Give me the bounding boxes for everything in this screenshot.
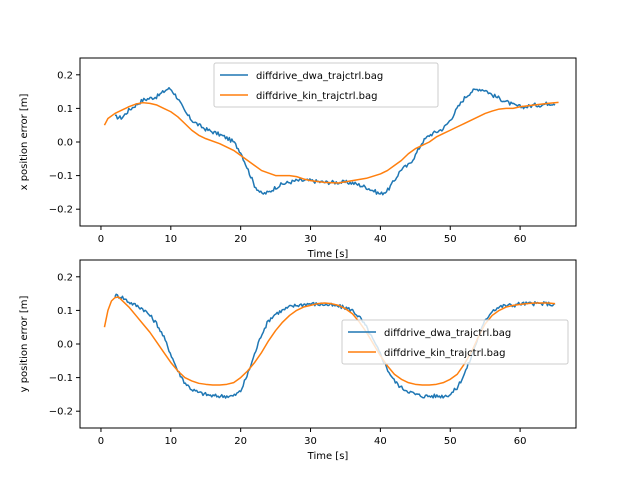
panel-2-legend-label-2: diffdrive_kin_trajctrl.bag — [384, 348, 505, 359]
panel-1-x-tick-label: 40 — [374, 234, 387, 245]
panel-1-x-tick-label: 20 — [234, 234, 247, 245]
panel-1-legend-label-2: diffdrive_kin_trajctrl.bag — [256, 91, 377, 102]
panel-1-series-line-2 — [103, 101, 559, 184]
panel-1-x-tick-label: 0 — [98, 234, 104, 245]
panel-2-y-tick-label: 0.0 — [57, 340, 73, 351]
panel-2-legend — [341, 319, 569, 365]
panel-2-x-tick-label: 30 — [304, 436, 317, 447]
panel-1-y-tick-label: −0.1 — [49, 171, 73, 182]
panel-2-x-tick-label: 50 — [444, 436, 457, 447]
panel-2-x-axis-label: Time [s] — [307, 451, 349, 462]
panel-2-y-tick-label: 0.2 — [57, 272, 73, 283]
panel-1-x-tick-label: 30 — [304, 234, 317, 245]
panel-1-y-tick-label: 0.0 — [57, 138, 73, 149]
panel-2-x-tick-label: 60 — [514, 436, 527, 447]
panel-1-y-tick-label: 0.1 — [57, 104, 73, 115]
panel-2-x-tick-label: 40 — [374, 436, 387, 447]
panel-2-y-tick-label: −0.2 — [49, 407, 73, 418]
panel-2-x-tick-label: 0 — [98, 436, 104, 447]
panel-2-y-tick-label: 0.1 — [57, 306, 73, 317]
panel-1-x-tick-label: 10 — [164, 234, 177, 245]
panel-2-x-tick-label: 10 — [164, 436, 177, 447]
panel-1-y-tick-label: −0.2 — [49, 205, 73, 216]
panel-1-series-line-1 — [114, 87, 556, 196]
panel-1-x-tick-label: 60 — [514, 234, 527, 245]
panel-2-x-tick-label: 20 — [234, 436, 247, 447]
panel-1-legend — [213, 62, 439, 108]
panel-2-y-tick-label: −0.1 — [49, 373, 73, 384]
panel-1-y-axis-label: x position error [m] — [19, 93, 30, 190]
panel-2-y-axis-label: y position error [m] — [19, 295, 30, 392]
panel-1-legend-label-1: diffdrive_dwa_trajctrl.bag — [256, 71, 383, 82]
panel-1-x-tick-label: 50 — [444, 234, 457, 245]
panel-1-x-axis-label: Time [s] — [307, 249, 349, 260]
panel-1-y-tick-label: 0.2 — [57, 70, 73, 81]
panel-2-legend-label-1: diffdrive_dwa_trajctrl.bag — [384, 328, 511, 339]
